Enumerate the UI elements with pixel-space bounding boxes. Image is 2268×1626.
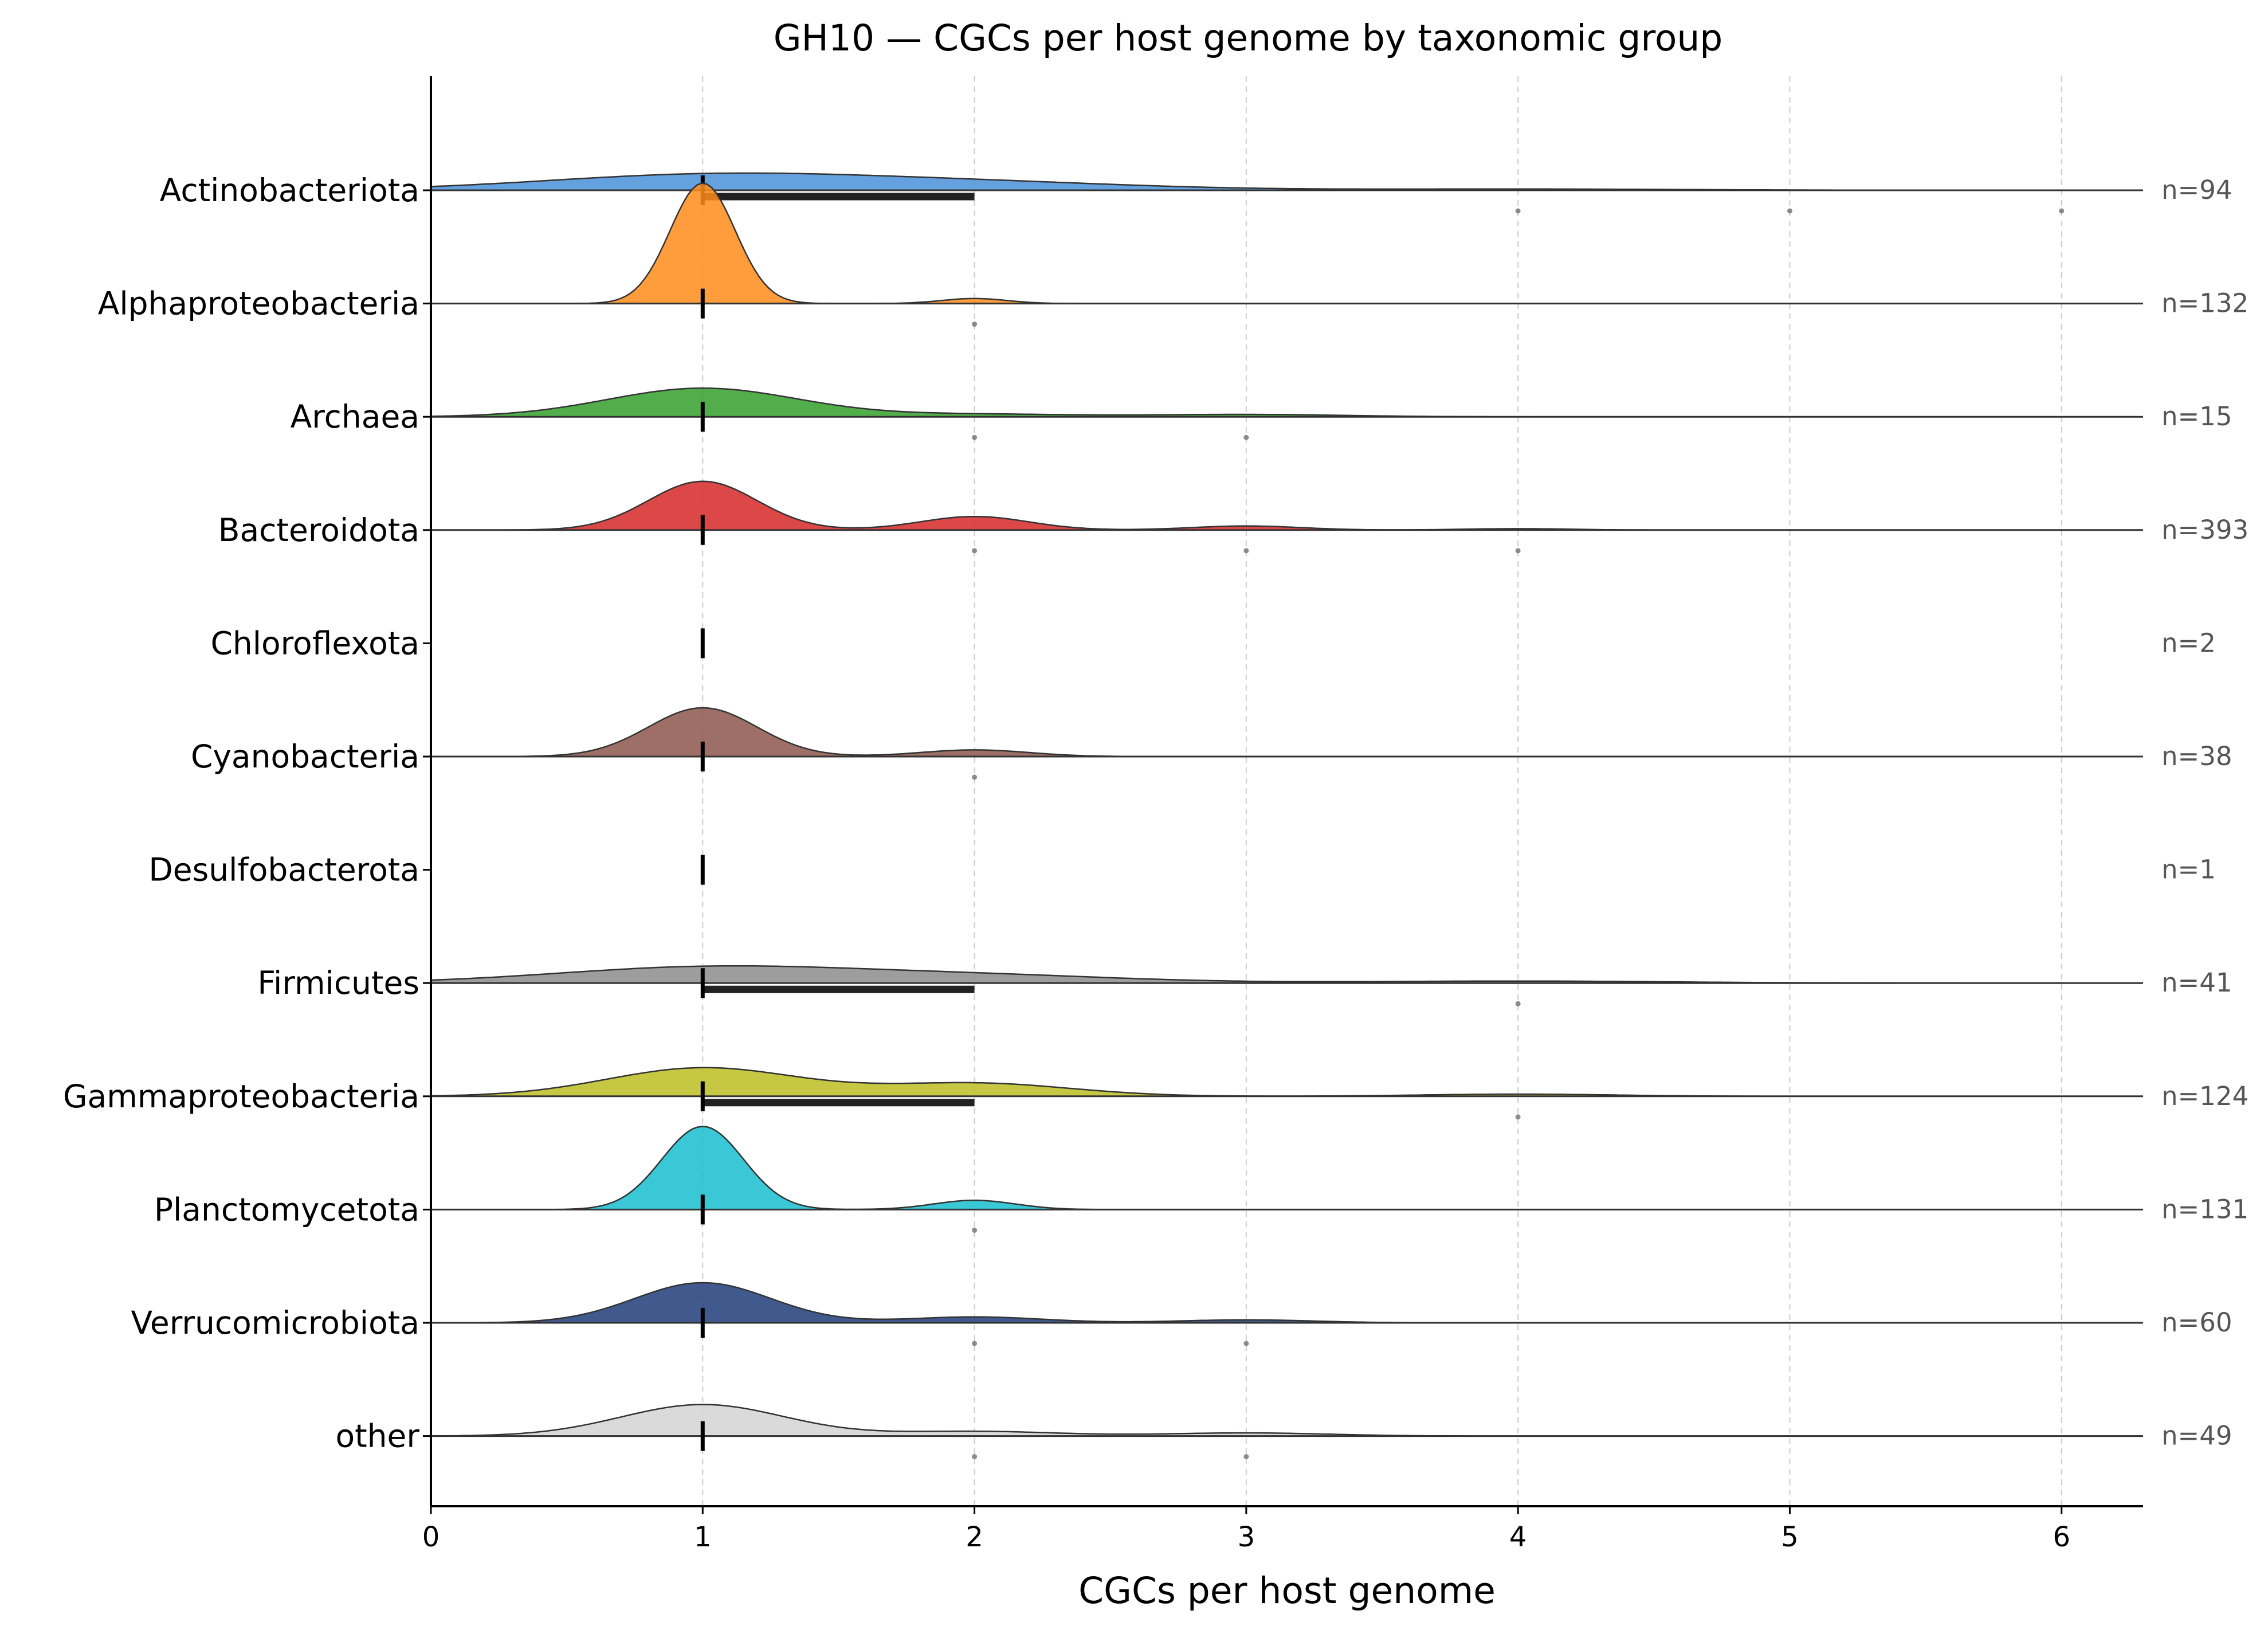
x-tick-label: 0 — [422, 1521, 440, 1553]
x-axis-label: CGCs per host genome — [1078, 1570, 1496, 1612]
y-tick-label: Archaea — [291, 398, 419, 435]
y-tick-label: Chloroflexota — [210, 625, 419, 661]
n-count-label: n=60 — [2161, 1307, 2232, 1338]
x-tick-label: 1 — [694, 1521, 712, 1553]
grid-layer — [702, 76, 2062, 1506]
y-tick-label: Firmicutes — [257, 965, 419, 1001]
n-count-label: n=15 — [2161, 401, 2232, 432]
outlier-point — [1515, 1114, 1521, 1120]
y-tick-label: Actinobacteriota — [160, 172, 419, 209]
density-ridge — [431, 182, 2143, 304]
axes-layer — [430, 76, 2143, 1507]
n-count-label: n=131 — [2161, 1194, 2249, 1224]
outlier-point — [1243, 1454, 1249, 1460]
x-tick-label: 5 — [1781, 1521, 1799, 1553]
y-tick-label: Cyanobacteria — [191, 738, 419, 775]
density-ridge — [431, 1126, 2143, 1210]
y-tick-label: Alphaproteobacteria — [98, 285, 419, 322]
chart-title: GH10 — CGCs per host genome by taxonomic… — [774, 17, 1723, 59]
n-count-label: n=41 — [2161, 967, 2232, 998]
outlier-point — [1515, 548, 1521, 554]
y-tick-label: Verrucomicrobiota — [131, 1304, 419, 1341]
outlier-point — [972, 774, 978, 780]
outlier-point — [972, 548, 978, 554]
y-tick-label: Planctomycetota — [154, 1191, 419, 1228]
n-count-label: n=49 — [2161, 1421, 2232, 1451]
n-count-label: n=1 — [2161, 855, 2216, 885]
outlier-point — [972, 1227, 978, 1233]
x-tick-label: 2 — [966, 1521, 983, 1553]
density-ridge — [430, 172, 2143, 191]
outlier-point — [972, 322, 978, 327]
y-tick-label: other — [335, 1418, 419, 1455]
x-tick-label: 6 — [2053, 1521, 2070, 1553]
outlier-point — [1243, 548, 1249, 554]
outlier-point — [1243, 434, 1249, 440]
density-ridge — [430, 965, 2143, 984]
ridge-layer — [430, 172, 2143, 1460]
n-count-label: n=2 — [2161, 628, 2216, 658]
outlier-point — [972, 434, 978, 440]
n-count-label: n=124 — [2161, 1081, 2249, 1111]
outlier-point — [1243, 1341, 1249, 1346]
n-count-label: n=94 — [2161, 175, 2232, 205]
n-count-label: n=132 — [2161, 288, 2249, 319]
outlier-point — [1515, 208, 1521, 214]
outlier-point — [2059, 208, 2065, 214]
density-ridge — [430, 1404, 2143, 1437]
density-ridge — [430, 1067, 2143, 1098]
outlier-point — [972, 1341, 978, 1346]
x-tick-label: 3 — [1238, 1521, 1255, 1553]
y-tick-label: Desulfobacterota — [148, 852, 419, 888]
outlier-point — [1787, 208, 1792, 214]
y-tick-label: Gammaproteobacteria — [63, 1078, 419, 1115]
label-layer: 0 1 2 3 4 5 6 Actinobacteriota n=94 Alphaproteoba… — [63, 172, 2249, 1553]
density-ridge — [430, 387, 2143, 418]
density-ridge — [431, 1282, 2143, 1324]
density-ridge — [431, 707, 2143, 758]
density-ridge — [431, 480, 2143, 531]
n-count-label: n=38 — [2161, 741, 2232, 771]
n-count-label: n=393 — [2161, 515, 2249, 545]
outlier-point — [972, 1454, 978, 1460]
y-tick-label: Bacteroidota — [218, 512, 419, 548]
outlier-point — [1515, 1001, 1521, 1006]
x-tick-label: 4 — [1509, 1521, 1527, 1553]
